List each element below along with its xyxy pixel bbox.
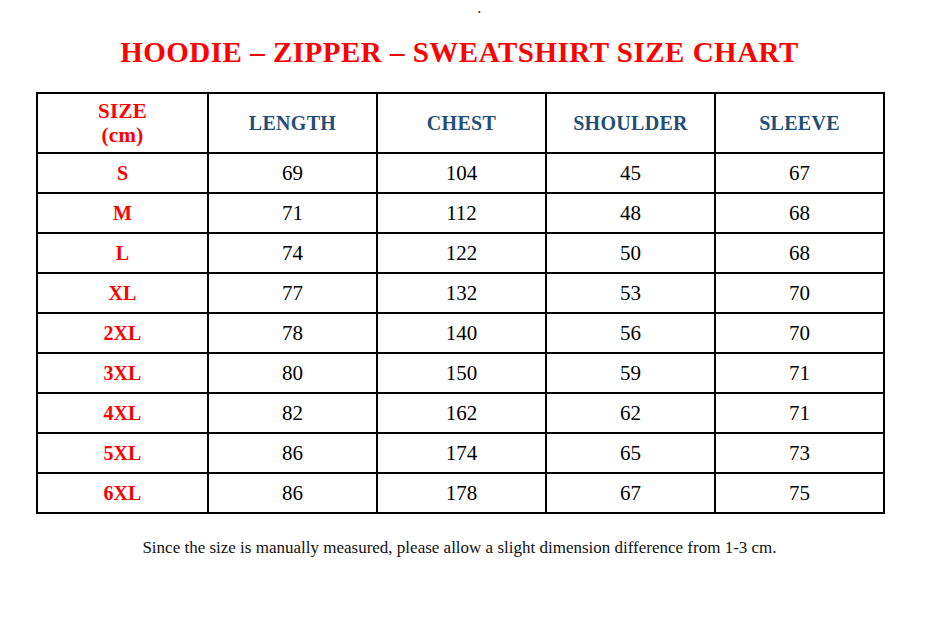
value-cell-chest: 122: [377, 233, 546, 273]
size-cell: S: [37, 153, 208, 193]
table-row-4xl: 4XL 82 162 62 71: [37, 393, 884, 433]
page-title: HOODIE – ZIPPER – SWEATSHIRT SIZE CHART: [36, 36, 883, 69]
value-cell-chest: 150: [377, 353, 546, 393]
value-cell-shoulder: 67: [546, 473, 715, 513]
size-cell: 2XL: [37, 313, 208, 353]
footnote: Since the size is manually measured, ple…: [36, 538, 883, 558]
size-cell: L: [37, 233, 208, 273]
header-cell-size: SIZE (cm): [37, 93, 208, 153]
value-cell-chest: 132: [377, 273, 546, 313]
table-row-3xl: 3XL 80 150 59 71: [37, 353, 884, 393]
value-cell-shoulder: 56: [546, 313, 715, 353]
value-cell-sleeve: 70: [715, 313, 884, 353]
size-cell: M: [37, 193, 208, 233]
value-cell-shoulder: 50: [546, 233, 715, 273]
value-cell-chest: 104: [377, 153, 546, 193]
value-cell-chest: 162: [377, 393, 546, 433]
value-cell-length: 71: [208, 193, 377, 233]
value-cell-length: 74: [208, 233, 377, 273]
size-cell: 4XL: [37, 393, 208, 433]
stray-period-mark: .: [477, 0, 481, 16]
value-cell-shoulder: 59: [546, 353, 715, 393]
header-cell-sleeve: SLEEVE: [715, 93, 884, 153]
value-cell-length: 86: [208, 473, 377, 513]
table-row-xl: XL 77 132 53 70: [37, 273, 884, 313]
table-row-s: S 69 104 45 67: [37, 153, 884, 193]
value-cell-shoulder: 62: [546, 393, 715, 433]
value-cell-length: 80: [208, 353, 377, 393]
value-cell-shoulder: 48: [546, 193, 715, 233]
table-row-6xl: 6XL 86 178 67 75: [37, 473, 884, 513]
table-row-l: L 74 122 50 68: [37, 233, 884, 273]
value-cell-chest: 112: [377, 193, 546, 233]
size-chart-table: SIZE (cm) LENGTH CHEST SHOULDER SLEEVE S…: [36, 92, 885, 514]
size-cell: XL: [37, 273, 208, 313]
value-cell-sleeve: 68: [715, 233, 884, 273]
value-cell-sleeve: 70: [715, 273, 884, 313]
value-cell-shoulder: 45: [546, 153, 715, 193]
value-cell-chest: 174: [377, 433, 546, 473]
size-cell: 3XL: [37, 353, 208, 393]
value-cell-sleeve: 71: [715, 353, 884, 393]
value-cell-sleeve: 73: [715, 433, 884, 473]
value-cell-sleeve: 68: [715, 193, 884, 233]
value-cell-sleeve: 71: [715, 393, 884, 433]
value-cell-shoulder: 65: [546, 433, 715, 473]
header-row: SIZE (cm) LENGTH CHEST SHOULDER SLEEVE: [37, 93, 884, 153]
value-cell-chest: 140: [377, 313, 546, 353]
size-cell: 5XL: [37, 433, 208, 473]
value-cell-sleeve: 75: [715, 473, 884, 513]
value-cell-length: 78: [208, 313, 377, 353]
value-cell-length: 86: [208, 433, 377, 473]
size-header-line2: (cm): [38, 123, 207, 147]
table-row-5xl: 5XL 86 174 65 73: [37, 433, 884, 473]
value-cell-shoulder: 53: [546, 273, 715, 313]
value-cell-sleeve: 67: [715, 153, 884, 193]
header-cell-shoulder: SHOULDER: [546, 93, 715, 153]
size-cell: 6XL: [37, 473, 208, 513]
table-row-2xl: 2XL 78 140 56 70: [37, 313, 884, 353]
value-cell-length: 77: [208, 273, 377, 313]
value-cell-length: 82: [208, 393, 377, 433]
size-header-line1: SIZE: [38, 99, 207, 123]
value-cell-chest: 178: [377, 473, 546, 513]
header-cell-length: LENGTH: [208, 93, 377, 153]
table-row-m: M 71 112 48 68: [37, 193, 884, 233]
header-cell-chest: CHEST: [377, 93, 546, 153]
value-cell-length: 69: [208, 153, 377, 193]
